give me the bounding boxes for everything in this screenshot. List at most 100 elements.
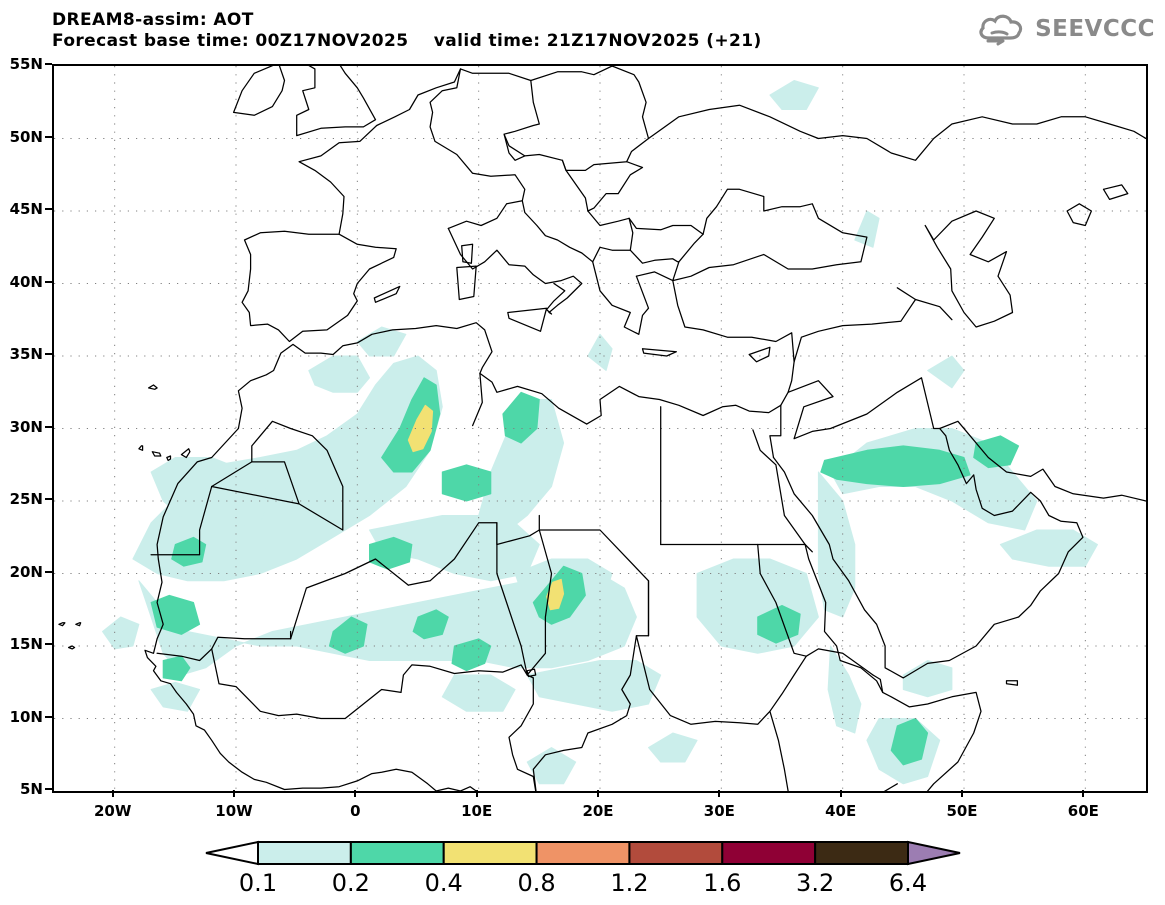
colorbar-right-arrow: [907, 840, 961, 866]
coastline-border: [435, 786, 477, 791]
aot-contour-region: [102, 616, 140, 650]
y-axis-label: 55N: [9, 55, 43, 73]
colorbar-tick-label: 6.4: [888, 869, 928, 897]
aot-contour-region: [162, 655, 191, 682]
coastline-border: [641, 348, 678, 357]
coastline-border: [151, 451, 162, 457]
aot-contour-region: [138, 573, 637, 676]
aot-contour-region: [441, 674, 516, 712]
colorbar-swatch: [535, 841, 631, 865]
coastline-border: [503, 66, 650, 172]
coastline-border: [804, 543, 813, 553]
coastline-border: [587, 210, 634, 263]
coastline-border: [508, 677, 537, 791]
x-axis-tick: [597, 790, 599, 797]
x-axis-tick: [839, 790, 842, 797]
y-axis-tick: [45, 280, 52, 283]
coastline-border: [769, 710, 898, 791]
coastline-border: [429, 68, 526, 202]
y-axis-label: 35N: [9, 345, 43, 363]
colorbar-swatch: [442, 841, 538, 865]
y-axis-tick: [45, 643, 52, 645]
aot-contour-region: [356, 326, 407, 357]
colorbar-tick-label: 1.2: [610, 869, 649, 897]
coastline-border: [471, 372, 483, 427]
aot-contour-region: [526, 747, 577, 785]
aot-contour-region: [381, 377, 441, 473]
x-axis-label: 40E: [825, 802, 857, 820]
y-axis-label: 15N: [9, 635, 43, 653]
coastline-border: [1005, 680, 1019, 686]
aot-contour-region: [769, 80, 819, 110]
aot-contour-region: [902, 660, 953, 698]
coastline-border: [237, 322, 782, 430]
aot-contour-region: [546, 578, 565, 611]
aot-contour-region: [502, 391, 540, 444]
y-axis-label: 20N: [9, 562, 43, 581]
coastline-border: [526, 668, 537, 678]
coastline-border: [496, 522, 528, 676]
coastline-border: [150, 461, 253, 556]
aot-contour-region: [999, 529, 1098, 567]
coastline-border: [592, 261, 650, 335]
aot-contour-region: [441, 464, 492, 502]
coastline-border: [138, 445, 144, 451]
x-axis-label: 20W: [93, 802, 132, 820]
colorbar-swatch: [257, 841, 352, 865]
coastline-border: [635, 271, 795, 363]
aot-contour-region: [328, 616, 368, 654]
y-axis-label: 30N: [9, 417, 43, 436]
coastline-border: [647, 104, 1146, 161]
cloud-wind-icon: [979, 14, 1023, 46]
colorbar-swatches: [205, 840, 961, 866]
coastline-border: [628, 217, 704, 235]
y-axis-label: 5N: [20, 780, 43, 798]
coastline-border: [251, 420, 344, 531]
coastline-border: [629, 249, 680, 264]
coastline-border: [507, 307, 548, 332]
coastline-border: [526, 529, 553, 676]
colorbar-tick-label: 0.2: [331, 869, 370, 897]
aot-contour-region: [412, 609, 449, 640]
colorbar-swatch: [721, 841, 817, 865]
aot-contour-region: [451, 638, 492, 672]
y-axis-label: 25N: [9, 490, 43, 508]
coastline-border: [147, 384, 158, 390]
coastline-border: [787, 377, 941, 440]
y-axis-label: 40N: [9, 272, 43, 291]
y-axis-label: 50N: [9, 127, 43, 146]
coastline-border: [211, 485, 300, 505]
coastline-border: [456, 265, 477, 301]
coastline-border: [896, 287, 917, 301]
aot-contour-region: [973, 435, 1020, 469]
aot-contour-region: [587, 333, 613, 371]
coastline-border: [232, 66, 286, 116]
x-axis-tick: [1082, 790, 1085, 797]
coastline-border: [211, 648, 402, 720]
y-axis-tick: [45, 353, 52, 355]
y-axis-tick: [45, 788, 52, 790]
coastline-border: [461, 243, 474, 264]
x-axis-tick: [111, 790, 114, 797]
colorbar-swatch: [349, 841, 445, 865]
aot-contour-region: [171, 536, 207, 567]
y-axis-label: 45N: [9, 200, 43, 218]
y-axis-tick: [45, 63, 52, 65]
coastline-border: [75, 622, 82, 627]
coastline-border: [1102, 184, 1129, 201]
coastline-border: [241, 230, 397, 343]
coastline-border: [289, 558, 409, 640]
coastline-border: [298, 66, 613, 235]
colorbar-tick-label: 0.8: [517, 869, 556, 897]
x-axis-label: 60E: [1067, 802, 1099, 820]
x-axis-tick: [475, 790, 478, 797]
coastline-border: [939, 420, 1146, 502]
coastline-border: [672, 188, 868, 282]
logo-text: SEEVCCC: [1035, 16, 1155, 42]
aot-contour-region: [150, 681, 201, 712]
coastline-border: [757, 543, 874, 676]
y-axis-tick: [45, 208, 52, 210]
chart-title: DREAM8-assim: AOT: [52, 10, 254, 30]
colorbar: 0.1 0.2 0.4 0.8 1.2 1.6 3.2 6.4: [0, 833, 1165, 905]
